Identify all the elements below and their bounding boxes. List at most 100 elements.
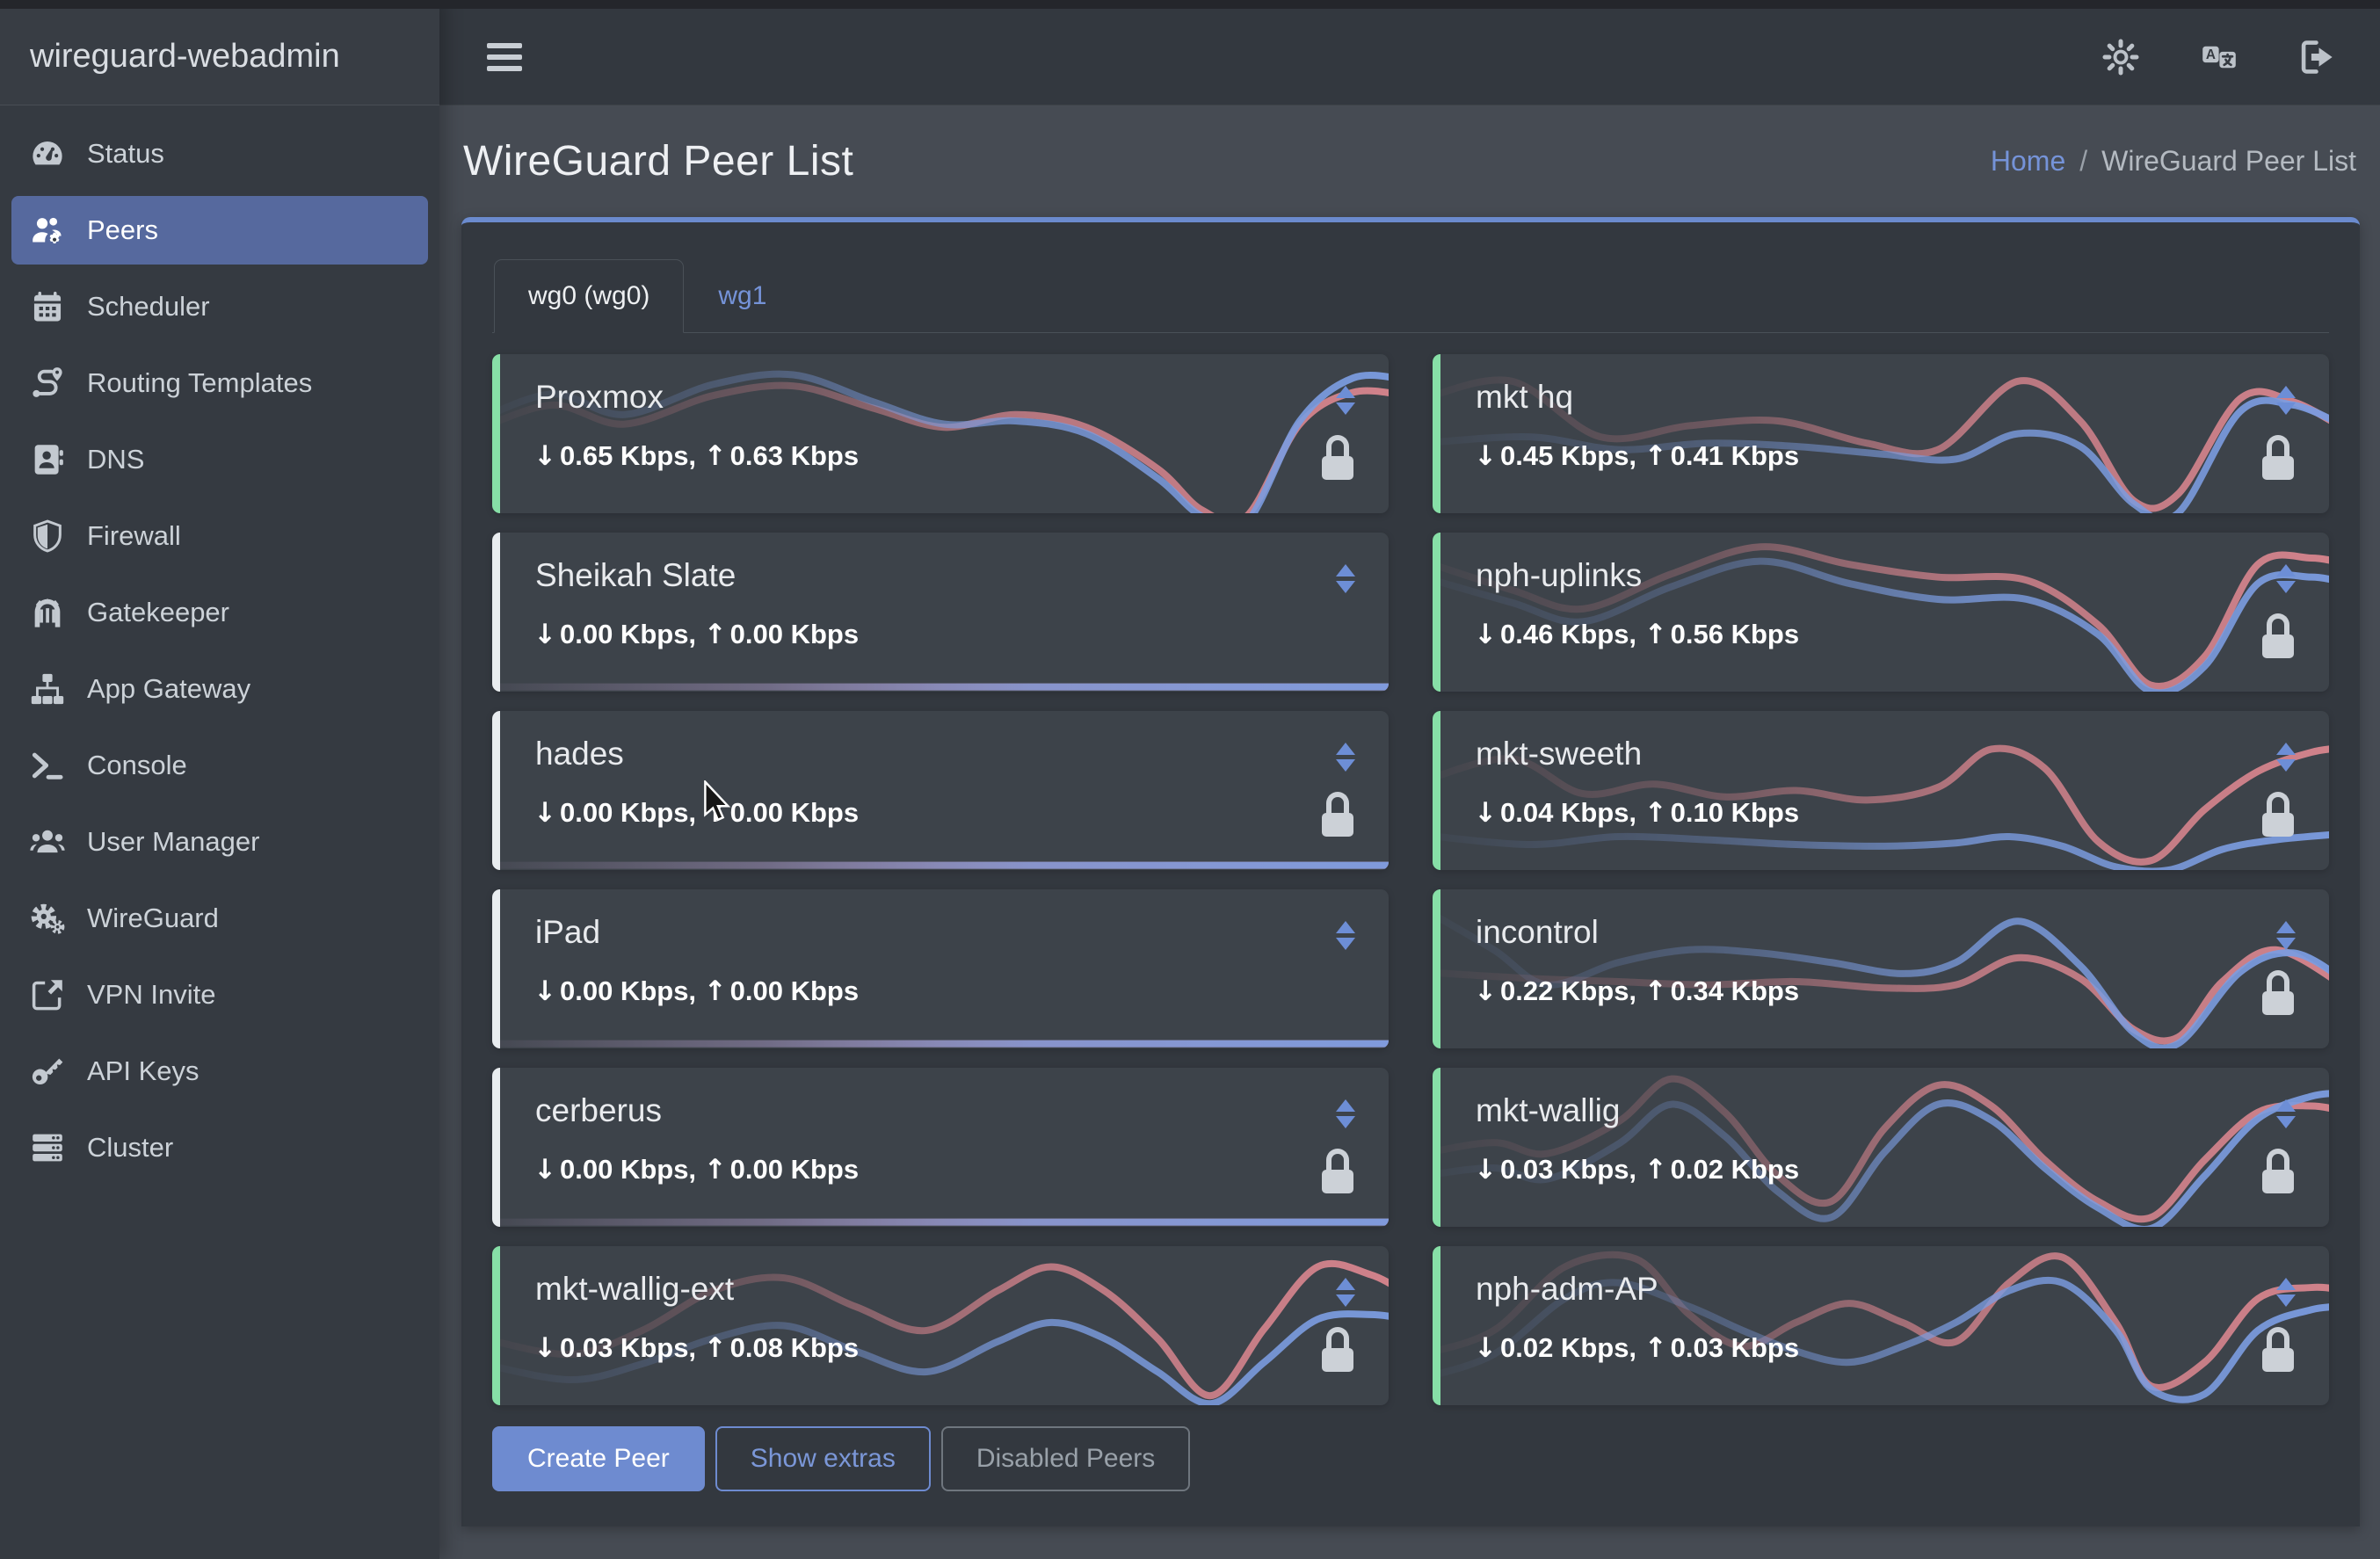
sidebar: wireguard-webadmin Status Peers Schedule…: [0, 0, 439, 1559]
sidebar-item-user-manager[interactable]: User Manager: [11, 808, 428, 876]
brand-link[interactable]: wireguard-webadmin: [0, 0, 439, 105]
sidebar-item-label: Firewall: [87, 520, 181, 551]
peer-card-mkt-wallig-ext[interactable]: mkt-wallig-ext ↓ 0.03 Kbps, ↑ 0.08 Kbps: [492, 1246, 1389, 1405]
peer-name: Proxmox: [535, 379, 664, 415]
upload-arrow-icon: ↑: [703, 797, 727, 829]
sidebar-item-wireguard[interactable]: WireGuard: [11, 884, 428, 953]
gauge-icon: [29, 134, 75, 173]
download-rate: 0.00 Kbps,: [559, 619, 697, 649]
disabled-peers-button[interactable]: Disabled Peers: [940, 1426, 1191, 1491]
peer-card-incontrol[interactable]: incontrol ↓ 0.22 Kbps, ↑ 0.34 Kbps: [1433, 889, 2329, 1048]
brightness-sun-icon[interactable]: [2101, 37, 2141, 77]
upload-arrow-icon: ↑: [1644, 1332, 1667, 1364]
traffic-sparkline: [1440, 354, 2329, 513]
peer-card-mkt-hq[interactable]: mkt hq ↓ 0.45 Kbps, ↑ 0.41 Kbps: [1433, 354, 2329, 513]
peer-card-hades[interactable]: hades ↓ 0.00 Kbps, ↑ 0.00 Kbps: [492, 711, 1389, 870]
peer-card-cerberus[interactable]: cerberus ↓ 0.00 Kbps, ↑ 0.00 Kbps: [492, 1068, 1389, 1227]
topbar: A: [439, 0, 2380, 105]
sidebar-item-console[interactable]: Console: [11, 731, 428, 800]
lock-icon: [1322, 792, 1353, 837]
sign-out-icon[interactable]: [2297, 37, 2338, 77]
sidebar-item-label: WireGuard: [87, 903, 219, 933]
main-area: A WireGuard Peer List Home / WireGuard P…: [439, 0, 2380, 1559]
sidebar-item-peers[interactable]: Peers: [11, 196, 428, 265]
sidebar-item-routing-templates[interactable]: Routing Templates: [11, 349, 428, 417]
sidebar-item-vpn-invite[interactable]: VPN Invite: [11, 961, 428, 1029]
sort-handle-icon[interactable]: [2276, 386, 2296, 415]
download-rate: 0.03 Kbps,: [559, 1332, 697, 1363]
upload-rate: 0.56 Kbps: [1670, 619, 1800, 649]
sidebar-item-label: App Gateway: [87, 673, 251, 704]
sidebar-toggle-button[interactable]: [480, 36, 529, 78]
breadcrumb-current: WireGuard Peer List: [2101, 145, 2356, 177]
peer-card-mkt-wallig[interactable]: mkt-wallig ↓ 0.03 Kbps, ↑ 0.02 Kbps: [1433, 1068, 2329, 1227]
sort-handle-icon[interactable]: [1336, 743, 1355, 772]
sort-handle-icon[interactable]: [2276, 1099, 2296, 1128]
sidebar-item-label: VPN Invite: [87, 979, 216, 1010]
sort-handle-icon[interactable]: [2276, 921, 2296, 950]
download-arrow-icon: ↓: [1474, 797, 1497, 829]
upload-rate: 0.34 Kbps: [1670, 975, 1800, 1006]
upload-arrow-icon: ↑: [703, 1154, 727, 1186]
sidebar-item-label: Peers: [87, 214, 158, 245]
peer-card-nph-adm-ap[interactable]: nph-adm-AP ↓ 0.02 Kbps, ↑ 0.03 Kbps: [1433, 1246, 2329, 1405]
peer-card-sheikah-slate[interactable]: Sheikah Slate ↓ 0.00 Kbps, ↑ 0.00 Kbps: [492, 533, 1389, 692]
sort-handle-icon[interactable]: [2276, 564, 2296, 593]
show-extras-button[interactable]: Show extras: [715, 1426, 931, 1491]
download-arrow-icon: ↓: [533, 1154, 556, 1186]
window-top-edge: [0, 0, 2380, 9]
peer-traffic: ↓ 0.00 Kbps, ↑ 0.00 Kbps: [533, 1154, 859, 1186]
arch-icon: [29, 593, 75, 632]
sidebar-item-label: Status: [87, 138, 164, 169]
terminal-icon: [29, 746, 75, 785]
peer-card-mkt-sweeth[interactable]: mkt-sweeth ↓ 0.04 Kbps, ↑ 0.10 Kbps: [1433, 711, 2329, 870]
sidebar-item-app-gateway[interactable]: App Gateway: [11, 655, 428, 723]
sort-handle-icon[interactable]: [2276, 1278, 2296, 1307]
sort-handle-icon[interactable]: [1336, 564, 1355, 593]
peer-card-nph-uplinks[interactable]: nph-uplinks ↓ 0.46 Kbps, ↑ 0.56 Kbps: [1433, 533, 2329, 692]
lock-icon: [1322, 1149, 1353, 1193]
peer-traffic: ↓ 0.04 Kbps, ↑ 0.10 Kbps: [1474, 797, 1799, 829]
sidebar-item-status[interactable]: Status: [11, 120, 428, 188]
sort-handle-icon[interactable]: [1336, 1278, 1355, 1307]
language-translate-icon[interactable]: A: [2199, 37, 2239, 77]
sidebar-item-gatekeeper[interactable]: Gatekeeper: [11, 578, 428, 647]
traffic-sparkline: [1440, 889, 2329, 1048]
lock-icon: [2262, 613, 2294, 658]
peer-name: iPad: [535, 914, 601, 950]
sidebar-item-api-keys[interactable]: API Keys: [11, 1037, 428, 1106]
sidebar-item-cluster[interactable]: Cluster: [11, 1113, 428, 1182]
peer-traffic: ↓ 0.03 Kbps, ↑ 0.08 Kbps: [533, 1332, 859, 1364]
tab-wg1[interactable]: wg1: [718, 281, 767, 310]
download-arrow-icon: ↓: [1474, 1154, 1497, 1186]
sidebar-item-scheduler[interactable]: Scheduler: [11, 272, 428, 341]
sitemap-icon: [29, 670, 75, 708]
address-book-icon: [29, 440, 75, 479]
peer-card-proxmox[interactable]: Proxmox ↓ 0.65 Kbps, ↑ 0.63 Kbps: [492, 354, 1389, 513]
upload-rate: 0.63 Kbps: [729, 440, 860, 471]
sidebar-item-label: Routing Templates: [87, 367, 313, 398]
breadcrumb-home-link[interactable]: Home: [1990, 145, 2066, 177]
lock-icon: [2262, 970, 2294, 1015]
peer-name: cerberus: [535, 1092, 662, 1128]
download-rate: 0.00 Kbps,: [559, 797, 697, 828]
sort-handle-icon[interactable]: [2276, 743, 2296, 772]
tab-wg0[interactable]: wg0 (wg0): [494, 259, 685, 333]
upload-arrow-icon: ↑: [1644, 1154, 1667, 1186]
sort-handle-icon[interactable]: [1336, 386, 1355, 415]
sort-handle-icon[interactable]: [1336, 1099, 1355, 1128]
peer-card-ipad[interactable]: iPad ↓ 0.00 Kbps, ↑ 0.00 Kbps: [492, 889, 1389, 1048]
sort-handle-icon[interactable]: [1336, 921, 1355, 950]
hamburger-bar: [487, 65, 522, 71]
upload-arrow-icon: ↑: [703, 975, 727, 1007]
traffic-sparkline: [500, 354, 1389, 513]
traffic-sparkline: [1440, 533, 2329, 692]
sidebar-item-firewall[interactable]: Firewall: [11, 502, 428, 570]
sidebar-item-label: User Manager: [87, 826, 260, 857]
sidebar-item-dns[interactable]: DNS: [11, 425, 428, 494]
peer-name: nph-adm-AP: [1476, 1271, 1658, 1307]
download-arrow-icon: ↓: [533, 975, 556, 1007]
peer-traffic: ↓ 0.03 Kbps, ↑ 0.02 Kbps: [1474, 1154, 1799, 1186]
create-peer-button[interactable]: Create Peer: [492, 1426, 705, 1491]
shield-icon: [29, 517, 75, 555]
